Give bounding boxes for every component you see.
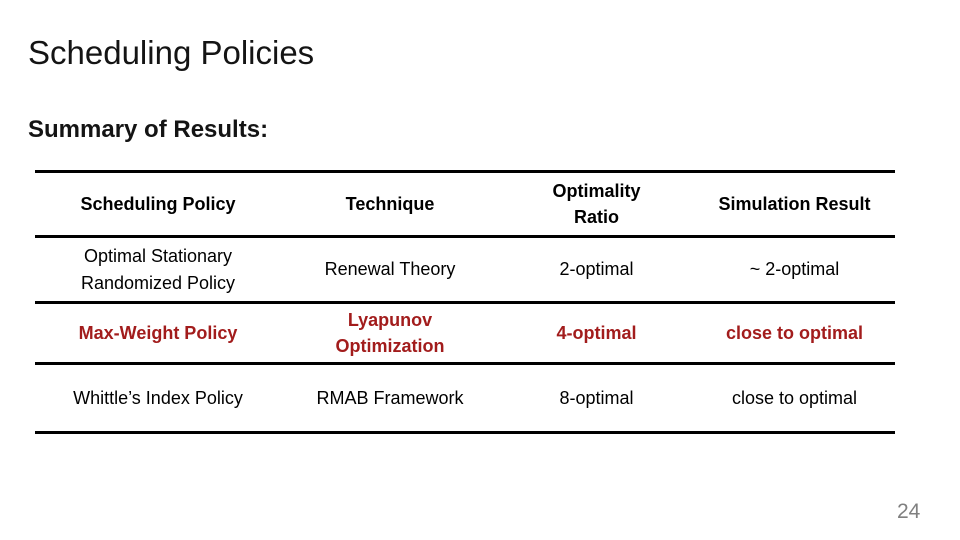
results-table: Scheduling Policy Technique Optimality R…	[35, 170, 895, 434]
cell-optimality-ratio: 8-optimal	[559, 387, 634, 408]
table-header-row: Scheduling Policy Technique Optimality R…	[35, 172, 895, 237]
cell-policy: Max-Weight Policy	[78, 322, 238, 343]
column-header-simulation-result: Simulation Result	[718, 193, 871, 214]
column-header-scheduling-policy: Scheduling Policy	[80, 193, 236, 214]
cell-simulation-result: ~ 2-optimal	[749, 259, 840, 280]
cell-simulation-result: close to optimal	[725, 322, 864, 343]
cell-policy: Whittle’s Index Policy	[73, 387, 243, 408]
slide-subtitle: Summary of Results:	[28, 116, 269, 143]
table-row-whittles-index: Whittle’s Index Policy RMAB Framework 8-…	[35, 364, 895, 433]
cell-technique: Renewal Theory	[324, 259, 456, 280]
cell-technique: RMAB Framework	[316, 387, 464, 408]
table-row-max-weight: Max-Weight Policy Lyapunov Optimization …	[35, 303, 895, 364]
column-header-technique: Technique	[345, 193, 435, 214]
slide-title: Scheduling Policies	[28, 34, 315, 71]
column-header-optimality-ratio: Optimality Ratio	[552, 180, 641, 227]
table-row-optimal-stationary: Optimal Stationary Randomized Policy Ren…	[35, 237, 895, 303]
cell-optimality-ratio: 2-optimal	[559, 259, 634, 280]
cell-technique: Lyapunov Optimization	[335, 309, 445, 356]
cell-optimality-ratio: 4-optimal	[556, 322, 637, 343]
cell-simulation-result: close to optimal	[731, 387, 858, 408]
cell-policy: Optimal Stationary Randomized Policy	[80, 246, 236, 293]
slide-page-number: 24	[897, 500, 921, 523]
